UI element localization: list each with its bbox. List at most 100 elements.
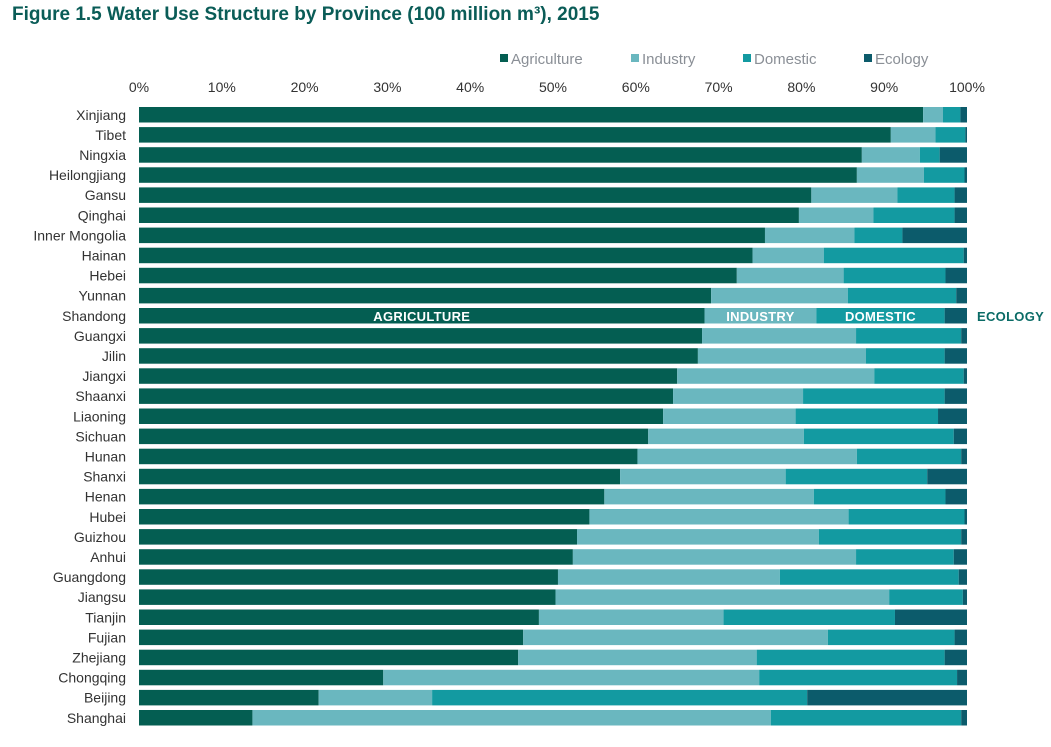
bar-segment-agriculture bbox=[139, 488, 605, 505]
category-label: Fujian bbox=[88, 629, 126, 645]
bar-segment-agriculture bbox=[139, 408, 664, 424]
legend: Agriculture Industry Domestic Ecology bbox=[500, 51, 929, 68]
bar-segment-industry bbox=[752, 247, 824, 264]
bar-segment-ecology bbox=[960, 107, 967, 123]
category-label: Hunan bbox=[85, 448, 126, 464]
bar-segment-agriculture bbox=[139, 629, 524, 646]
segment-annotation-industry: INDUSTRY bbox=[726, 309, 794, 324]
legend-swatch-industry bbox=[631, 54, 639, 62]
bar-segment-ecology bbox=[944, 388, 967, 404]
annotations: AGRICULTURE INDUSTRY DOMESTIC ECOLOGY bbox=[373, 309, 1044, 324]
bar-segment-domestic bbox=[813, 488, 946, 505]
bar-segment-ecology bbox=[954, 207, 967, 223]
bar-segment-ecology bbox=[953, 549, 967, 565]
category-label: Chongqing bbox=[58, 670, 126, 686]
bar-segment-industry bbox=[697, 348, 866, 364]
bar-segment-ecology bbox=[962, 589, 967, 605]
category-label: Shaanxi bbox=[75, 388, 126, 404]
bar-segment-agriculture bbox=[139, 428, 649, 445]
x-tick-label: 60% bbox=[622, 79, 650, 95]
segment-annotation-ecology: ECOLOGY bbox=[977, 309, 1044, 324]
x-tick-label: 0% bbox=[129, 79, 149, 95]
x-tick-label: 80% bbox=[787, 79, 815, 95]
legend-label-domestic: Domestic bbox=[754, 51, 817, 68]
category-label: Gansu bbox=[85, 187, 126, 203]
bars bbox=[139, 107, 967, 726]
bar-segment-domestic bbox=[942, 107, 961, 123]
bar-segment-agriculture bbox=[139, 689, 319, 706]
bar-segment-ecology bbox=[939, 147, 967, 163]
bar-segment-agriculture bbox=[139, 448, 638, 465]
category-label: Jiangxi bbox=[82, 368, 126, 384]
bar-segment-agriculture bbox=[139, 328, 703, 344]
segment-annotation-domestic: DOMESTIC bbox=[845, 309, 916, 324]
bar-segment-domestic bbox=[779, 569, 959, 585]
category-label: Heilongjiang bbox=[49, 167, 126, 183]
bar-segment-industry bbox=[663, 408, 796, 424]
bar-segment-ecology bbox=[964, 509, 967, 525]
bar-segment-domestic bbox=[770, 710, 962, 726]
x-axis: 0% 10% 20% 30% 40% 50% 60% 70% 80% 90% 100% bbox=[129, 79, 985, 95]
bar-segment-ecology bbox=[961, 328, 967, 344]
category-label: Henan bbox=[85, 489, 126, 505]
bar-segment-agriculture bbox=[139, 147, 862, 163]
bar-segment-ecology bbox=[944, 348, 967, 364]
bar-segment-industry bbox=[523, 629, 828, 646]
bar-segment-industry bbox=[620, 468, 786, 485]
bar-segment-industry bbox=[856, 167, 924, 183]
bar-segment-ecology bbox=[944, 649, 967, 666]
bar-segment-ecology bbox=[964, 167, 967, 183]
legend-swatch-domestic bbox=[743, 54, 751, 62]
bar-segment-industry bbox=[923, 107, 943, 123]
bar-segment-industry bbox=[557, 569, 780, 585]
bar-segment-domestic bbox=[818, 529, 962, 545]
bar-segment-domestic bbox=[865, 348, 945, 364]
bar-segment-industry bbox=[577, 529, 819, 545]
bar-segment-agriculture bbox=[139, 267, 737, 284]
category-label: Hainan bbox=[82, 247, 126, 263]
category-label: Sichuan bbox=[75, 428, 126, 444]
category-label: Guangdong bbox=[53, 569, 126, 585]
bar-segment-agriculture bbox=[139, 167, 857, 183]
bar-segment-domestic bbox=[847, 287, 957, 304]
x-tick-label: 50% bbox=[539, 79, 567, 95]
category-label: Qinghai bbox=[78, 207, 126, 223]
bar-segment-ecology bbox=[956, 287, 967, 304]
category-label: Zhejiang bbox=[72, 649, 126, 665]
bar-segment-agriculture bbox=[139, 368, 678, 384]
category-label: Tianjin bbox=[85, 609, 126, 625]
x-tick-label: 20% bbox=[291, 79, 319, 95]
bar-segment-industry bbox=[711, 287, 848, 304]
bar-segment-agriculture bbox=[139, 247, 753, 264]
bar-segment-ecology bbox=[902, 227, 967, 244]
bar-segment-industry bbox=[736, 267, 844, 284]
bar-segment-ecology bbox=[963, 368, 967, 384]
bar-segment-ecology bbox=[807, 689, 967, 706]
bar-segment-domestic bbox=[854, 227, 903, 244]
bar-segment-domestic bbox=[923, 167, 965, 183]
bar-segment-domestic bbox=[856, 448, 962, 465]
bar-segment-industry bbox=[704, 308, 817, 324]
bar-segment-industry bbox=[604, 488, 814, 505]
x-tick-label: 70% bbox=[705, 79, 733, 95]
bar-segment-agriculture bbox=[139, 207, 799, 223]
legend-label-ecology: Ecology bbox=[875, 51, 929, 68]
bar-segment-domestic bbox=[873, 207, 955, 223]
category-label: Yunnan bbox=[79, 288, 127, 304]
bar-segment-ecology bbox=[961, 448, 967, 465]
bar-segment-domestic bbox=[432, 689, 808, 706]
y-axis: Xinjiang Tibet Ningxia Heilongjiang Gansu Qin… bbox=[33, 107, 126, 726]
bar-segment-ecology bbox=[954, 629, 967, 646]
bar-segment-industry bbox=[318, 689, 433, 706]
bar-segment-ecology bbox=[894, 609, 967, 625]
bar-segment-domestic bbox=[803, 428, 954, 445]
bar-segment-domestic bbox=[823, 247, 964, 264]
legend-label-agriculture: Agriculture bbox=[511, 51, 583, 68]
category-label: Hubei bbox=[89, 509, 126, 525]
bar-segment-industry bbox=[764, 227, 855, 244]
bar-segment-domestic bbox=[935, 127, 966, 143]
bar-segment-industry bbox=[252, 710, 771, 726]
bar-segment-domestic bbox=[723, 609, 895, 625]
bar-segment-agriculture bbox=[139, 509, 590, 525]
